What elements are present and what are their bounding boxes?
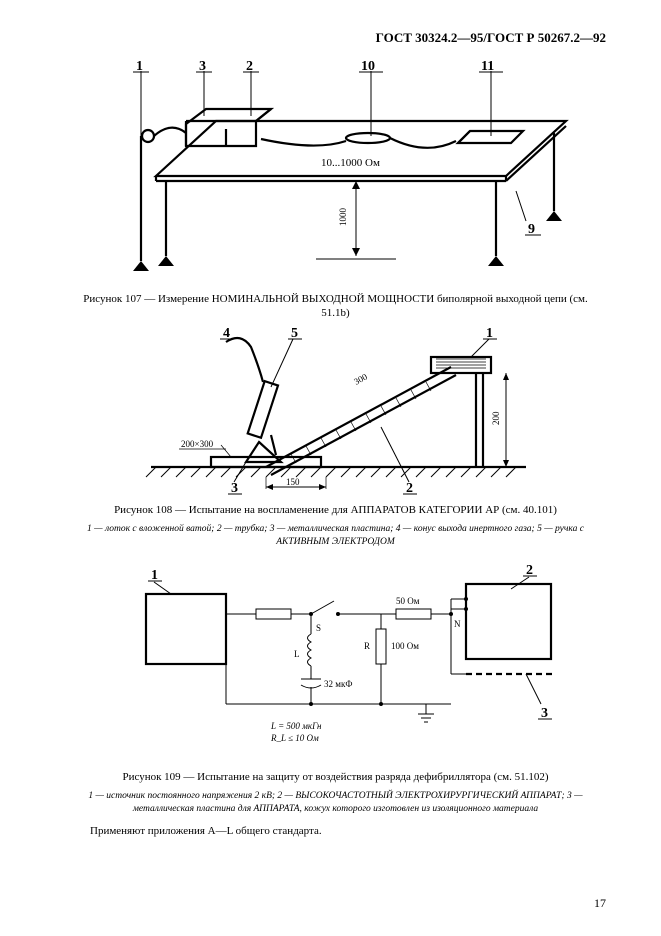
figure-109-svg: 1 2 3 S [96, 559, 576, 764]
fig109-r: R [364, 641, 370, 651]
fig108-dim-200x300: 200×300 [181, 439, 214, 449]
figure-108: 200×300 [65, 327, 606, 497]
figure-107-svg: 1 3 2 10 11 [86, 61, 586, 286]
fig109-s: S [316, 623, 321, 633]
figure-108-legend: 1 — лоток с вложенной ватой; 2 — трубка;… [65, 523, 606, 549]
appendix-note: Применяют приложения А—L общего стандарт… [65, 825, 606, 837]
figure-107: 1 3 2 10 11 [65, 61, 606, 286]
figure-109-legend: 1 — источник постоянного напряжения 2 кВ… [65, 790, 606, 816]
figure-107-caption: Рисунок 107 — Измерение НОМИНАЛЬНОЙ ВЫХО… [75, 292, 596, 321]
fig109-c32: 32 мкФ [324, 679, 352, 689]
fig109-n: N [454, 619, 461, 629]
fig108-dim-200: 200 [491, 411, 501, 425]
figure-108-caption: Рисунок 108 — Испытание на воспламенение… [75, 503, 596, 517]
figure-108-svg: 200×300 [131, 327, 541, 497]
fig109-lval: L = 500 мкГн [270, 721, 322, 731]
page-header-standard: ГОСТ 30324.2—95/ГОСТ Р 50267.2—92 [65, 30, 606, 46]
fig107-dim-1000: 1000 [338, 208, 348, 227]
page-number: 17 [594, 896, 606, 911]
fig108-dim-300: 300 [352, 371, 369, 386]
fig109-r50: 50 Ом [396, 596, 420, 606]
figure-109-caption: Рисунок 109 — Испытание на защиту от воз… [75, 770, 596, 784]
fig108-dim-150: 150 [286, 477, 300, 487]
figure-109: 1 2 3 S [65, 559, 606, 764]
fig109-r100: 100 Ом [391, 641, 419, 651]
fig109-l: L [294, 649, 300, 659]
fig107-resistance: 10...1000 Ом [321, 157, 380, 169]
fig109-rlval: R_L ≤ 10 Ом [270, 733, 319, 743]
